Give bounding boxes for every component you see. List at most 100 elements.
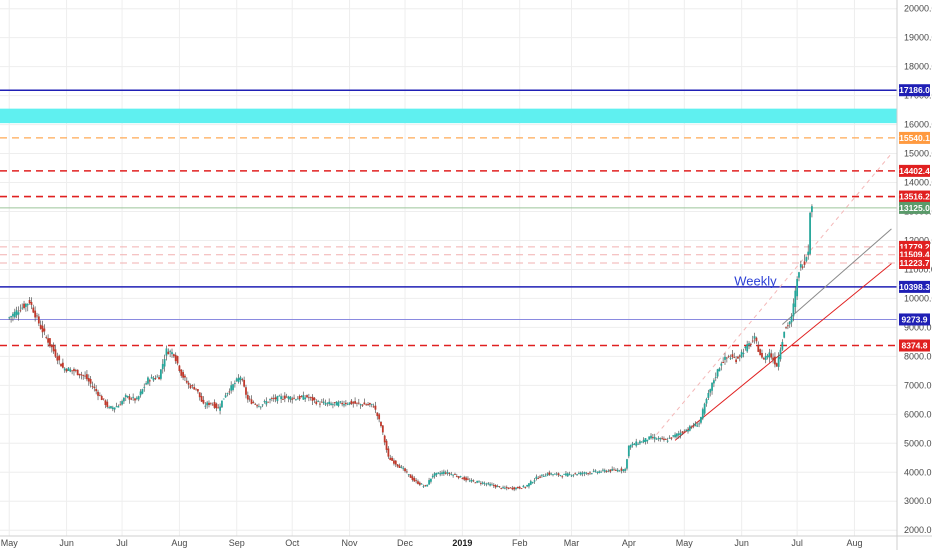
price-tag-label: 8374.8 [902,341,928,351]
candle-body [613,469,615,471]
candle-body [141,389,144,394]
candle-body [356,402,358,404]
candle-body [496,486,499,488]
candle-body [605,471,608,472]
candle-body [688,426,691,431]
candle-body [15,310,18,316]
candle-body [457,476,460,478]
candle-body [150,376,153,379]
candle-body [494,485,497,488]
candle-body [391,457,393,461]
candle-body [126,395,129,398]
candle-body [73,369,75,372]
candle-body [134,398,136,401]
candle-body [798,272,800,278]
candle-body [574,473,577,475]
candle-body [324,403,327,405]
candle-body [93,386,96,388]
candle-body [320,401,323,403]
candle-body [807,251,810,255]
candle-body [154,377,157,379]
candle-body [198,392,201,398]
candle-body [204,405,207,407]
candle-body [291,398,294,400]
candle-body [700,416,702,423]
y-tick-label: 18000.0 [904,62,932,72]
x-tick-label: Aug [171,538,187,548]
candle-body [740,351,743,358]
candle-body [398,465,401,468]
candle-body [424,485,427,486]
price-tag [899,339,930,352]
candle-body [226,393,229,395]
candle-body [749,343,752,345]
candle-body [37,316,40,324]
candle-body [548,472,551,475]
annotation-label: Weekly [734,273,777,288]
candle-body [287,396,290,399]
candle-body [307,397,310,399]
candle-body [300,396,303,397]
candle-body [8,317,11,319]
candle-body [783,331,786,338]
candle-body [115,406,118,408]
candle-body [24,303,27,307]
candle-body [208,402,210,405]
x-tick-label: Jun [734,538,749,548]
candle-body [63,368,66,371]
candle-body [737,356,739,359]
candle-body [746,344,749,352]
candle-body [448,473,451,474]
candle-body [237,377,240,383]
candle-body [727,356,730,358]
candle-body [337,402,340,407]
candle-body [467,478,469,480]
candle-body [733,357,736,358]
candle-body [363,402,366,405]
candle-body [348,402,351,405]
candle-body [592,470,595,472]
y-tick-label: 14000.0 [904,178,932,188]
candle-body [296,398,299,400]
candle-body [117,406,120,408]
candle-body [87,378,90,382]
candle-body [720,363,723,366]
candle-body [176,356,179,364]
candle-body [701,409,704,419]
candle-body [565,473,567,476]
candle-body [542,476,545,477]
candle-body [267,401,270,403]
candle-body [553,473,556,475]
candle-body [132,396,135,398]
candle-body [566,473,569,477]
y-tick-label: 20000.0 [904,4,932,14]
candle-body [661,437,664,439]
candle-body [252,402,255,403]
price-tag-label: 14402.4 [899,166,930,176]
candle-body [770,353,773,358]
candle-body [786,325,789,327]
candle-body [696,425,699,427]
candle-body [502,486,504,488]
candle-body [135,397,138,399]
y-tick-label: 2000.0 [904,525,932,535]
candle-body [80,374,83,376]
candle-body [725,357,728,359]
candle-body [518,486,521,489]
candle-body [774,356,776,365]
candle-body [611,469,614,471]
candle-body [537,478,540,479]
candle-body [474,482,477,484]
candle-body [679,432,682,436]
candle-body [36,315,38,317]
candle-body [23,303,25,308]
candle-body [278,395,281,397]
candle-body [221,400,223,408]
candle-body [801,266,804,268]
candle-body [387,448,390,457]
candle-body [160,369,162,379]
candle-body [600,471,602,473]
candle-body [757,345,760,352]
candle-body [215,403,218,409]
